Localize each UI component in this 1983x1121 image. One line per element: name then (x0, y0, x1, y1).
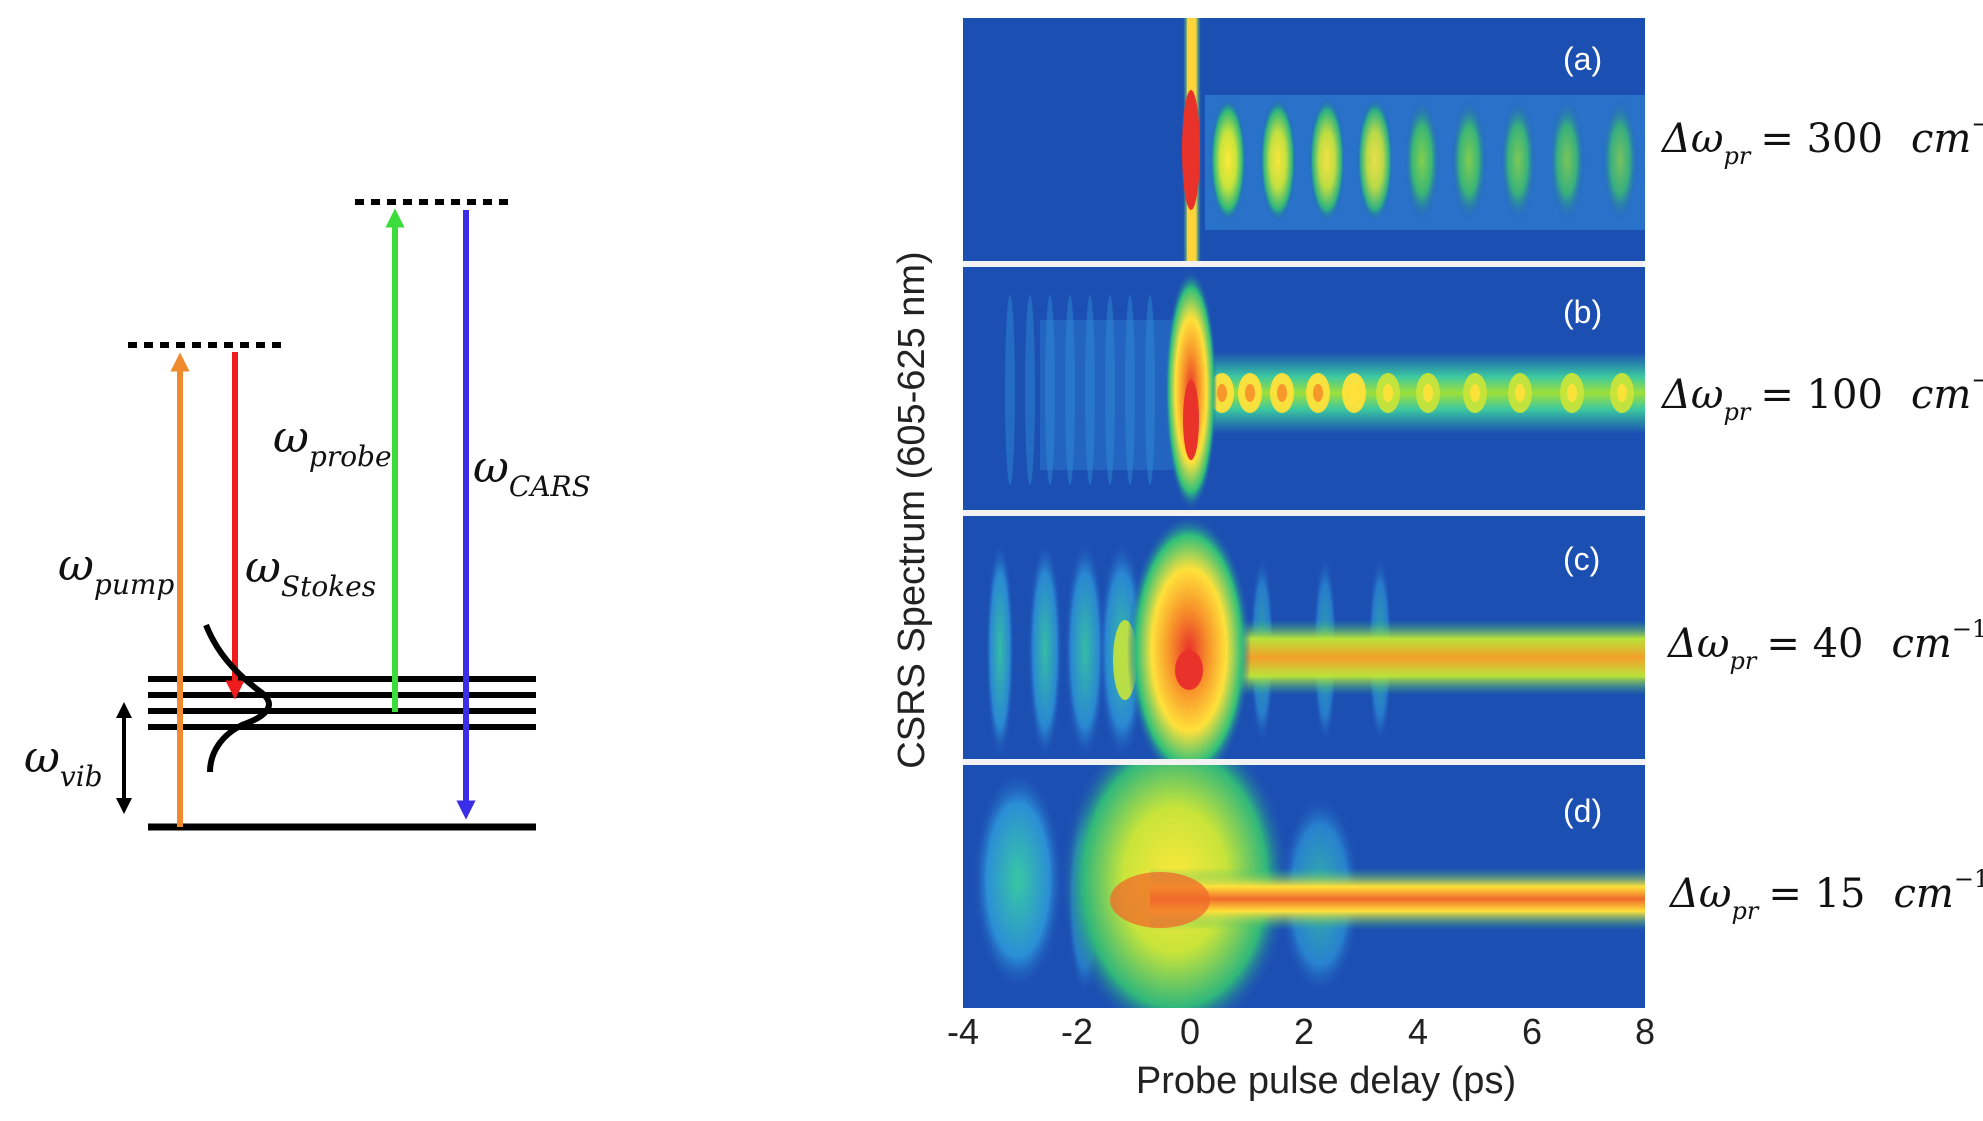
fringe-blob (1085, 295, 1095, 485)
panel-c-tag: (c) (1563, 541, 1600, 577)
fringe-blob (1125, 295, 1135, 485)
x-axis-label: Probe pulse delay (ps) (1136, 1060, 1516, 1102)
x-tick-label: 0 (1180, 1011, 1200, 1052)
fringe-blob (1210, 98, 1246, 222)
fringe-blob (1217, 384, 1227, 402)
fringe-blob (1349, 384, 1359, 402)
fringe-blob (1500, 98, 1536, 222)
fringe-blob (1617, 384, 1627, 402)
fringe-blob (1045, 295, 1055, 485)
probe-label: ωprobe (273, 412, 392, 473)
fringe-blob (1451, 98, 1487, 222)
fringe-blob (1105, 295, 1115, 485)
fringe-blob (1065, 295, 1075, 485)
separator-ab (963, 261, 1645, 267)
vib-label: ωvib (24, 732, 103, 793)
x-tick-label: -2 (1061, 1011, 1093, 1052)
x-tick-label: 6 (1522, 1011, 1542, 1052)
energy-level-diagram: ωpump ωStokes ωprobe ωCARS ωvib (24, 199, 591, 831)
fringe-blob (1515, 384, 1525, 402)
fringe-blob (1028, 540, 1062, 759)
fringe-blob (1602, 98, 1638, 222)
panel-d-image (963, 765, 1645, 1008)
panel-c-image (963, 516, 1645, 759)
panel-d-tag: (d) (1563, 793, 1602, 829)
x-tick-label: 2 (1294, 1011, 1314, 1052)
fringe-blob (1357, 98, 1393, 222)
cars-label: ωCARS (473, 442, 591, 503)
fringe-blob (1470, 384, 1480, 402)
panel-b-image (963, 267, 1645, 510)
fringe-blob (1025, 295, 1035, 485)
y-axis-label: CSRS Spectrum (605-625 nm) (891, 251, 933, 768)
spectrogram: (a) (b) (c) (d) CSRS Spectrum (605-625 n… (891, 18, 1983, 1102)
x-tick-label: 4 (1408, 1011, 1428, 1052)
stokes-bandwidth-curve (203, 623, 272, 773)
panel-a-image (963, 18, 1645, 261)
fringe-blob (1277, 384, 1287, 402)
fringe-blob (1245, 384, 1255, 402)
fringe-blob (1065, 540, 1105, 759)
fringe-blob (1423, 384, 1433, 402)
fringe-blob (1145, 295, 1155, 485)
fringe-blob (1309, 98, 1345, 222)
fringe-blob (1567, 384, 1577, 402)
pump-label: ωpump (58, 540, 174, 601)
fringe-blob (1404, 98, 1440, 222)
panel-a-tag: (a) (1563, 41, 1602, 77)
separator-bc (963, 510, 1645, 516)
fringe-blob (1313, 384, 1323, 402)
fringe-blob (1549, 98, 1585, 222)
fringe-blob (1260, 98, 1296, 222)
stokes-label: ωStokes (245, 542, 376, 603)
panel-c-equation: Δωpr = 40 cm−1 (1666, 615, 1983, 675)
fringe-blob (1383, 384, 1393, 402)
x-axis: -4 -2 0 2 4 6 8 Probe pulse delay (ps) (947, 1011, 1655, 1102)
x-tick-label: 8 (1635, 1011, 1655, 1052)
x-tick-label: -4 (947, 1011, 979, 1052)
panel-b-tag: (b) (1563, 294, 1602, 330)
fringe-blob (1005, 295, 1015, 485)
fringe-blob (986, 540, 1014, 759)
panel-d-equation: Δωpr = 15 cm−1 (1668, 865, 1983, 925)
separator-cd (963, 759, 1645, 765)
